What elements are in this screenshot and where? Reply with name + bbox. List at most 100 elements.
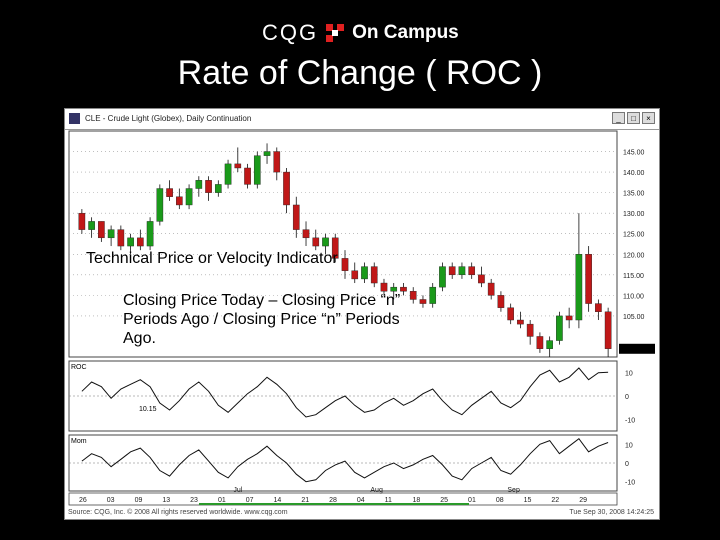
price-tick-label: 115.00	[623, 273, 644, 280]
mom-line	[81, 437, 609, 483]
price-tick-label: 120.00	[623, 252, 645, 259]
roc-tick-label: -10	[625, 417, 635, 424]
cqg-logo: CQG On Campus	[262, 20, 459, 46]
candle-body	[487, 282, 495, 296]
candle-body	[214, 184, 222, 193]
date-tick-label: 15	[524, 497, 532, 504]
candle-body	[507, 307, 514, 321]
overlay-formula: Closing Price Today – Closing Price “n” …	[123, 292, 401, 347]
candle-body	[244, 167, 251, 185]
candle-body	[390, 286, 398, 292]
candle-body	[351, 270, 359, 280]
candle-body	[478, 274, 485, 284]
candle-body	[331, 237, 339, 259]
date-tick-label: 03	[107, 497, 115, 504]
date-tick-label: 07	[246, 497, 254, 504]
app-icon	[69, 113, 80, 124]
candle-body	[224, 163, 232, 185]
candle-body	[137, 237, 144, 247]
candle-body	[458, 266, 466, 276]
footer-timestamp: Tue Sep 30, 2008 14:24:25	[569, 509, 654, 516]
roc-tick-label: 10	[625, 371, 633, 378]
candle-body	[88, 221, 95, 230]
candle-body	[439, 266, 446, 288]
candle-body	[156, 188, 164, 222]
mom-panel-label: Mom	[71, 438, 87, 445]
date-tick-label: 21	[301, 497, 309, 504]
date-tick-label: 28	[329, 497, 337, 504]
candle-body	[370, 266, 378, 284]
candle-body	[556, 315, 563, 341]
candle-body	[526, 323, 534, 337]
date-tick-label: 14	[274, 497, 282, 504]
candle-body	[312, 237, 320, 247]
candle-body	[253, 155, 261, 185]
candle-body	[448, 266, 456, 276]
candle-body	[565, 315, 573, 321]
candle-body	[117, 229, 125, 247]
candle-body	[166, 188, 173, 197]
price-tick-label: 145.00	[623, 150, 645, 157]
candle-body	[292, 204, 300, 230]
window-title: CLE - Crude Light (Globex), Daily Contin…	[85, 114, 252, 123]
candle-body	[380, 282, 388, 292]
price-tick-label: 110.00	[623, 293, 644, 300]
price-panel	[68, 130, 618, 358]
candle-body	[273, 151, 281, 173]
candle-body	[546, 340, 553, 349]
candle-body	[536, 336, 544, 349]
roc-line	[81, 367, 609, 418]
candle-body	[234, 163, 242, 169]
date-tick-label: 18	[412, 497, 420, 504]
date-tick-label: 04	[357, 497, 365, 504]
candle-body	[400, 286, 407, 292]
candle-body	[468, 266, 476, 276]
price-tick-label: 130.00	[623, 211, 645, 218]
window-titlebar[interactable]: CLE - Crude Light (Globex), Daily Contin…	[65, 109, 659, 130]
price-tick-label: 125.00	[623, 232, 645, 239]
candle-body	[419, 299, 427, 304]
month-label: Aug	[370, 487, 383, 494]
overlay-heading: Technical Price or Velocity Indicator	[86, 250, 338, 267]
slide-title: Rate of Change ( ROC )	[177, 54, 543, 92]
footer-source: Source: CQG, Inc. © 2008 All rights rese…	[68, 509, 288, 516]
roc-value-label: 10.15	[139, 406, 157, 413]
date-tick-label: 11	[385, 497, 392, 504]
minimize-button[interactable]: _	[612, 112, 625, 124]
candle-body	[429, 286, 437, 304]
logo-brand: CQG	[262, 20, 319, 45]
candle-body	[409, 291, 417, 300]
candle-body	[283, 171, 290, 206]
candle-body	[205, 180, 212, 193]
close-button[interactable]: ×	[642, 112, 655, 124]
candle-body	[195, 180, 203, 189]
date-axis-highlight	[199, 503, 469, 505]
date-tick-label: 25	[440, 497, 448, 504]
candle-body	[185, 188, 193, 206]
candle-body	[78, 212, 86, 230]
price-tick-label: 140.00	[623, 170, 645, 177]
candle-body	[176, 196, 183, 206]
price-chart[interactable]: 145.00 140.00 135.00 130.00 125.00 120.00 115.…	[65, 129, 659, 507]
date-tick-label: 01	[468, 497, 476, 504]
mom-tick-label: 0	[625, 461, 629, 468]
price-tick-label: 135.00	[623, 191, 645, 198]
candle-body	[361, 266, 368, 280]
chart-footer: Source: CQG, Inc. © 2008 All rights rese…	[66, 508, 658, 520]
candle-body	[302, 229, 310, 239]
logo-mark-icon	[326, 24, 345, 42]
candle-body	[107, 229, 115, 239]
date-tick-label: 22	[551, 497, 559, 504]
candle-body	[595, 303, 602, 312]
candle-body	[127, 237, 134, 247]
candle-body	[322, 237, 329, 247]
candle-body	[604, 311, 612, 349]
candle-body	[98, 221, 105, 239]
maximize-button[interactable]: □	[627, 112, 640, 124]
mom-tick-label: 10	[625, 442, 633, 449]
chart-window: CLE - Crude Light (Globex), Daily Contin…	[64, 108, 660, 520]
date-tick-label: 09	[135, 497, 143, 504]
month-label: Jul	[233, 487, 242, 494]
date-tick-label: 01	[218, 497, 226, 504]
roc-panel-label: ROC	[71, 364, 87, 371]
